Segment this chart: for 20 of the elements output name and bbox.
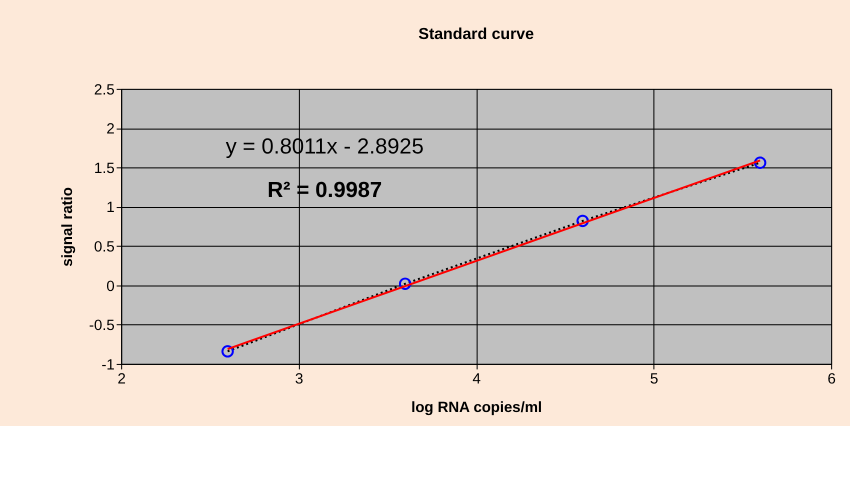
- y-axis-title: signal ratio: [60, 187, 76, 267]
- point: [576, 214, 589, 228]
- point: [754, 156, 766, 169]
- y-tick-label: 0: [106, 278, 115, 295]
- y-tick-label: 1: [106, 200, 115, 216]
- y-tick-label: 2: [106, 122, 115, 138]
- point: [398, 278, 412, 290]
- y-tick-label: -0.5: [89, 318, 115, 334]
- x-axis-title: log RNA copies/ml: [411, 400, 542, 416]
- y-tick-label: -1: [101, 357, 115, 374]
- chart-title: Standard curve: [418, 26, 534, 44]
- point: [221, 345, 234, 358]
- x-tick-label: 5: [650, 371, 658, 388]
- y-tick-label: 1.5: [94, 160, 115, 177]
- x-tick-label: 2: [118, 371, 126, 388]
- y-tick-label: 0.5: [94, 240, 115, 256]
- x-tick-label: 4: [472, 371, 481, 388]
- x-tick-label: 3: [295, 371, 304, 388]
- y-tick-label: 2.5: [94, 82, 115, 98]
- x-tick-label: 6: [827, 371, 836, 388]
